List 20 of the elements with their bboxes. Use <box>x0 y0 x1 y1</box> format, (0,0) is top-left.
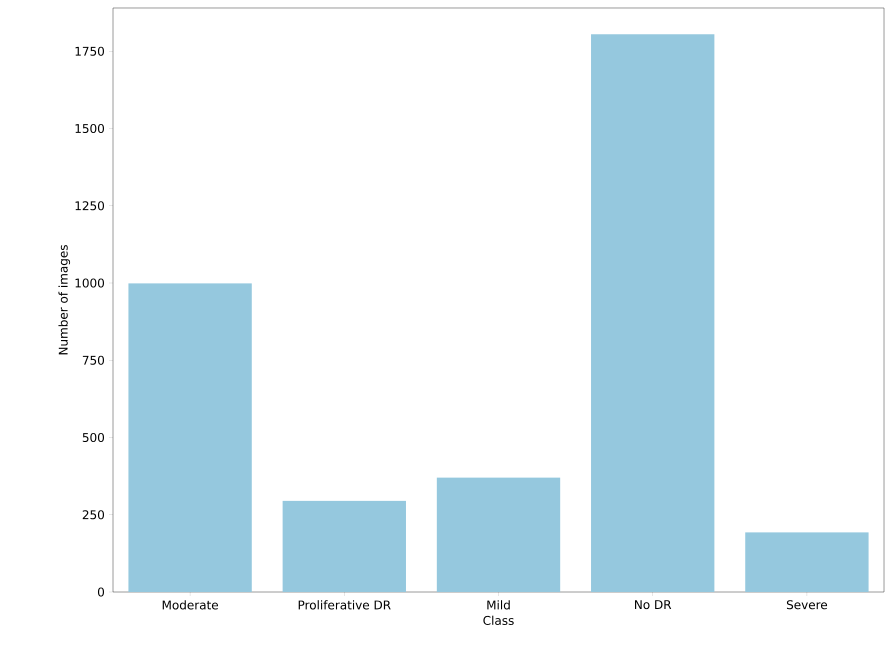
x-tick-label: Severe <box>786 600 828 610</box>
bar <box>128 283 252 592</box>
bar <box>745 532 869 592</box>
y-tick-label: 1000 <box>76 278 104 288</box>
bar <box>282 500 406 592</box>
bar <box>436 478 560 592</box>
bar <box>591 34 714 592</box>
x-tick-label: Proliferative DR <box>298 600 391 610</box>
y-tick-label: 500 <box>82 432 104 442</box>
x-tick-label: No DR <box>635 600 672 610</box>
y-tick-label: 250 <box>82 510 104 520</box>
y-axis-title: Number of images <box>58 245 70 354</box>
y-tick-label: 0 <box>98 587 104 597</box>
x-tick-label: Mild <box>487 600 510 610</box>
y-tick-label: 1250 <box>76 201 104 210</box>
x-tick-label: Moderate <box>162 600 218 610</box>
y-tick-label: 1500 <box>76 124 104 134</box>
y-tick-label: 750 <box>82 356 104 365</box>
y-tick-label: 1750 <box>76 46 104 56</box>
x-axis-title: Class <box>483 616 514 625</box>
